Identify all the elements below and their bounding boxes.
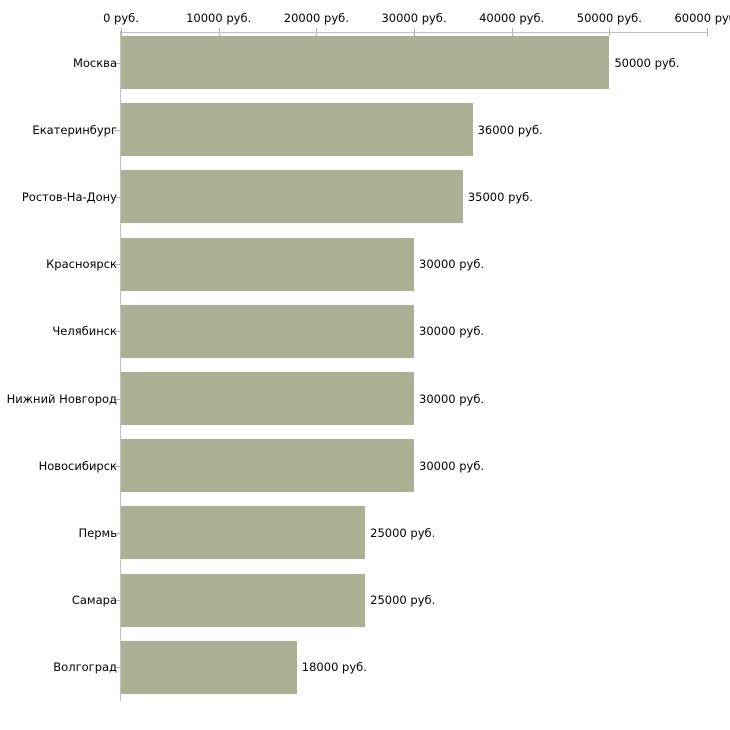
bar-value-label: 30000 руб.: [419, 458, 485, 473]
x-axis-tick: [316, 28, 318, 36]
x-axis-tick: [121, 28, 122, 36]
x-axis-tick-label: 20000 руб.: [283, 11, 349, 25]
x-axis-tick-label: 0 руб.: [103, 11, 139, 25]
x-axis-tick: [609, 28, 611, 36]
y-axis-tick: [114, 197, 120, 198]
bar[interactable]: [121, 439, 414, 493]
x-axis-tick: [511, 28, 513, 36]
bar[interactable]: [121, 640, 297, 694]
y-axis-tick: [114, 63, 120, 64]
category-label: Челябинск: [52, 324, 117, 339]
category-label: Пермь: [78, 525, 117, 540]
bar[interactable]: [121, 372, 414, 425]
category-label: Самара: [71, 593, 117, 608]
y-axis-tick: [114, 667, 120, 668]
category-label: Ростов-На-Дону: [21, 189, 117, 204]
bar-value-label: 18000 руб.: [301, 660, 367, 675]
category-label: Красноярск: [46, 257, 117, 272]
bar-value-label: 30000 руб.: [419, 257, 485, 272]
x-axis-tick: [707, 28, 708, 36]
x-axis-tick-label: 10000 руб.: [186, 11, 252, 25]
bar[interactable]: [121, 170, 463, 224]
bar[interactable]: [121, 506, 366, 560]
bar-value-label: 50000 руб.: [614, 55, 680, 70]
bar-value-label: 35000 руб.: [467, 189, 533, 204]
y-axis-tick: [114, 399, 120, 400]
x-axis-tick-label: 30000 руб.: [381, 11, 447, 25]
category-label: Нижний Новгород: [6, 391, 117, 406]
y-axis-tick: [114, 600, 120, 601]
x-axis-tick: [414, 28, 415, 36]
x-axis-tick-label: 40000 руб.: [479, 11, 545, 25]
y-axis-tick: [114, 264, 120, 265]
bar[interactable]: [121, 103, 473, 157]
category-label: Волгоград: [53, 660, 117, 675]
bar-value-label: 36000 руб.: [477, 122, 543, 137]
bar[interactable]: [121, 304, 414, 358]
bar[interactable]: [121, 237, 414, 291]
x-axis-tick: [218, 28, 220, 36]
bar-value-label: 25000 руб.: [370, 525, 436, 540]
category-label: Москва: [72, 55, 117, 70]
bar-value-label: 30000 руб.: [419, 391, 485, 406]
bar[interactable]: [121, 36, 610, 89]
category-label: Новосибирск: [38, 458, 117, 473]
y-axis-tick: [114, 466, 120, 467]
y-axis-tick: [114, 130, 120, 131]
y-axis-line: [120, 31, 121, 701]
bar-value-label: 30000 руб.: [419, 324, 485, 339]
bar[interactable]: [121, 573, 366, 627]
x-axis-tick-label: 60000 руб.: [674, 11, 730, 25]
y-axis-tick: [114, 533, 120, 534]
bar-value-label: 25000 руб.: [370, 593, 436, 608]
y-axis-tick: [114, 331, 120, 332]
x-axis-tick-label: 50000 руб.: [576, 11, 642, 25]
category-label: Екатеринбург: [32, 122, 117, 137]
